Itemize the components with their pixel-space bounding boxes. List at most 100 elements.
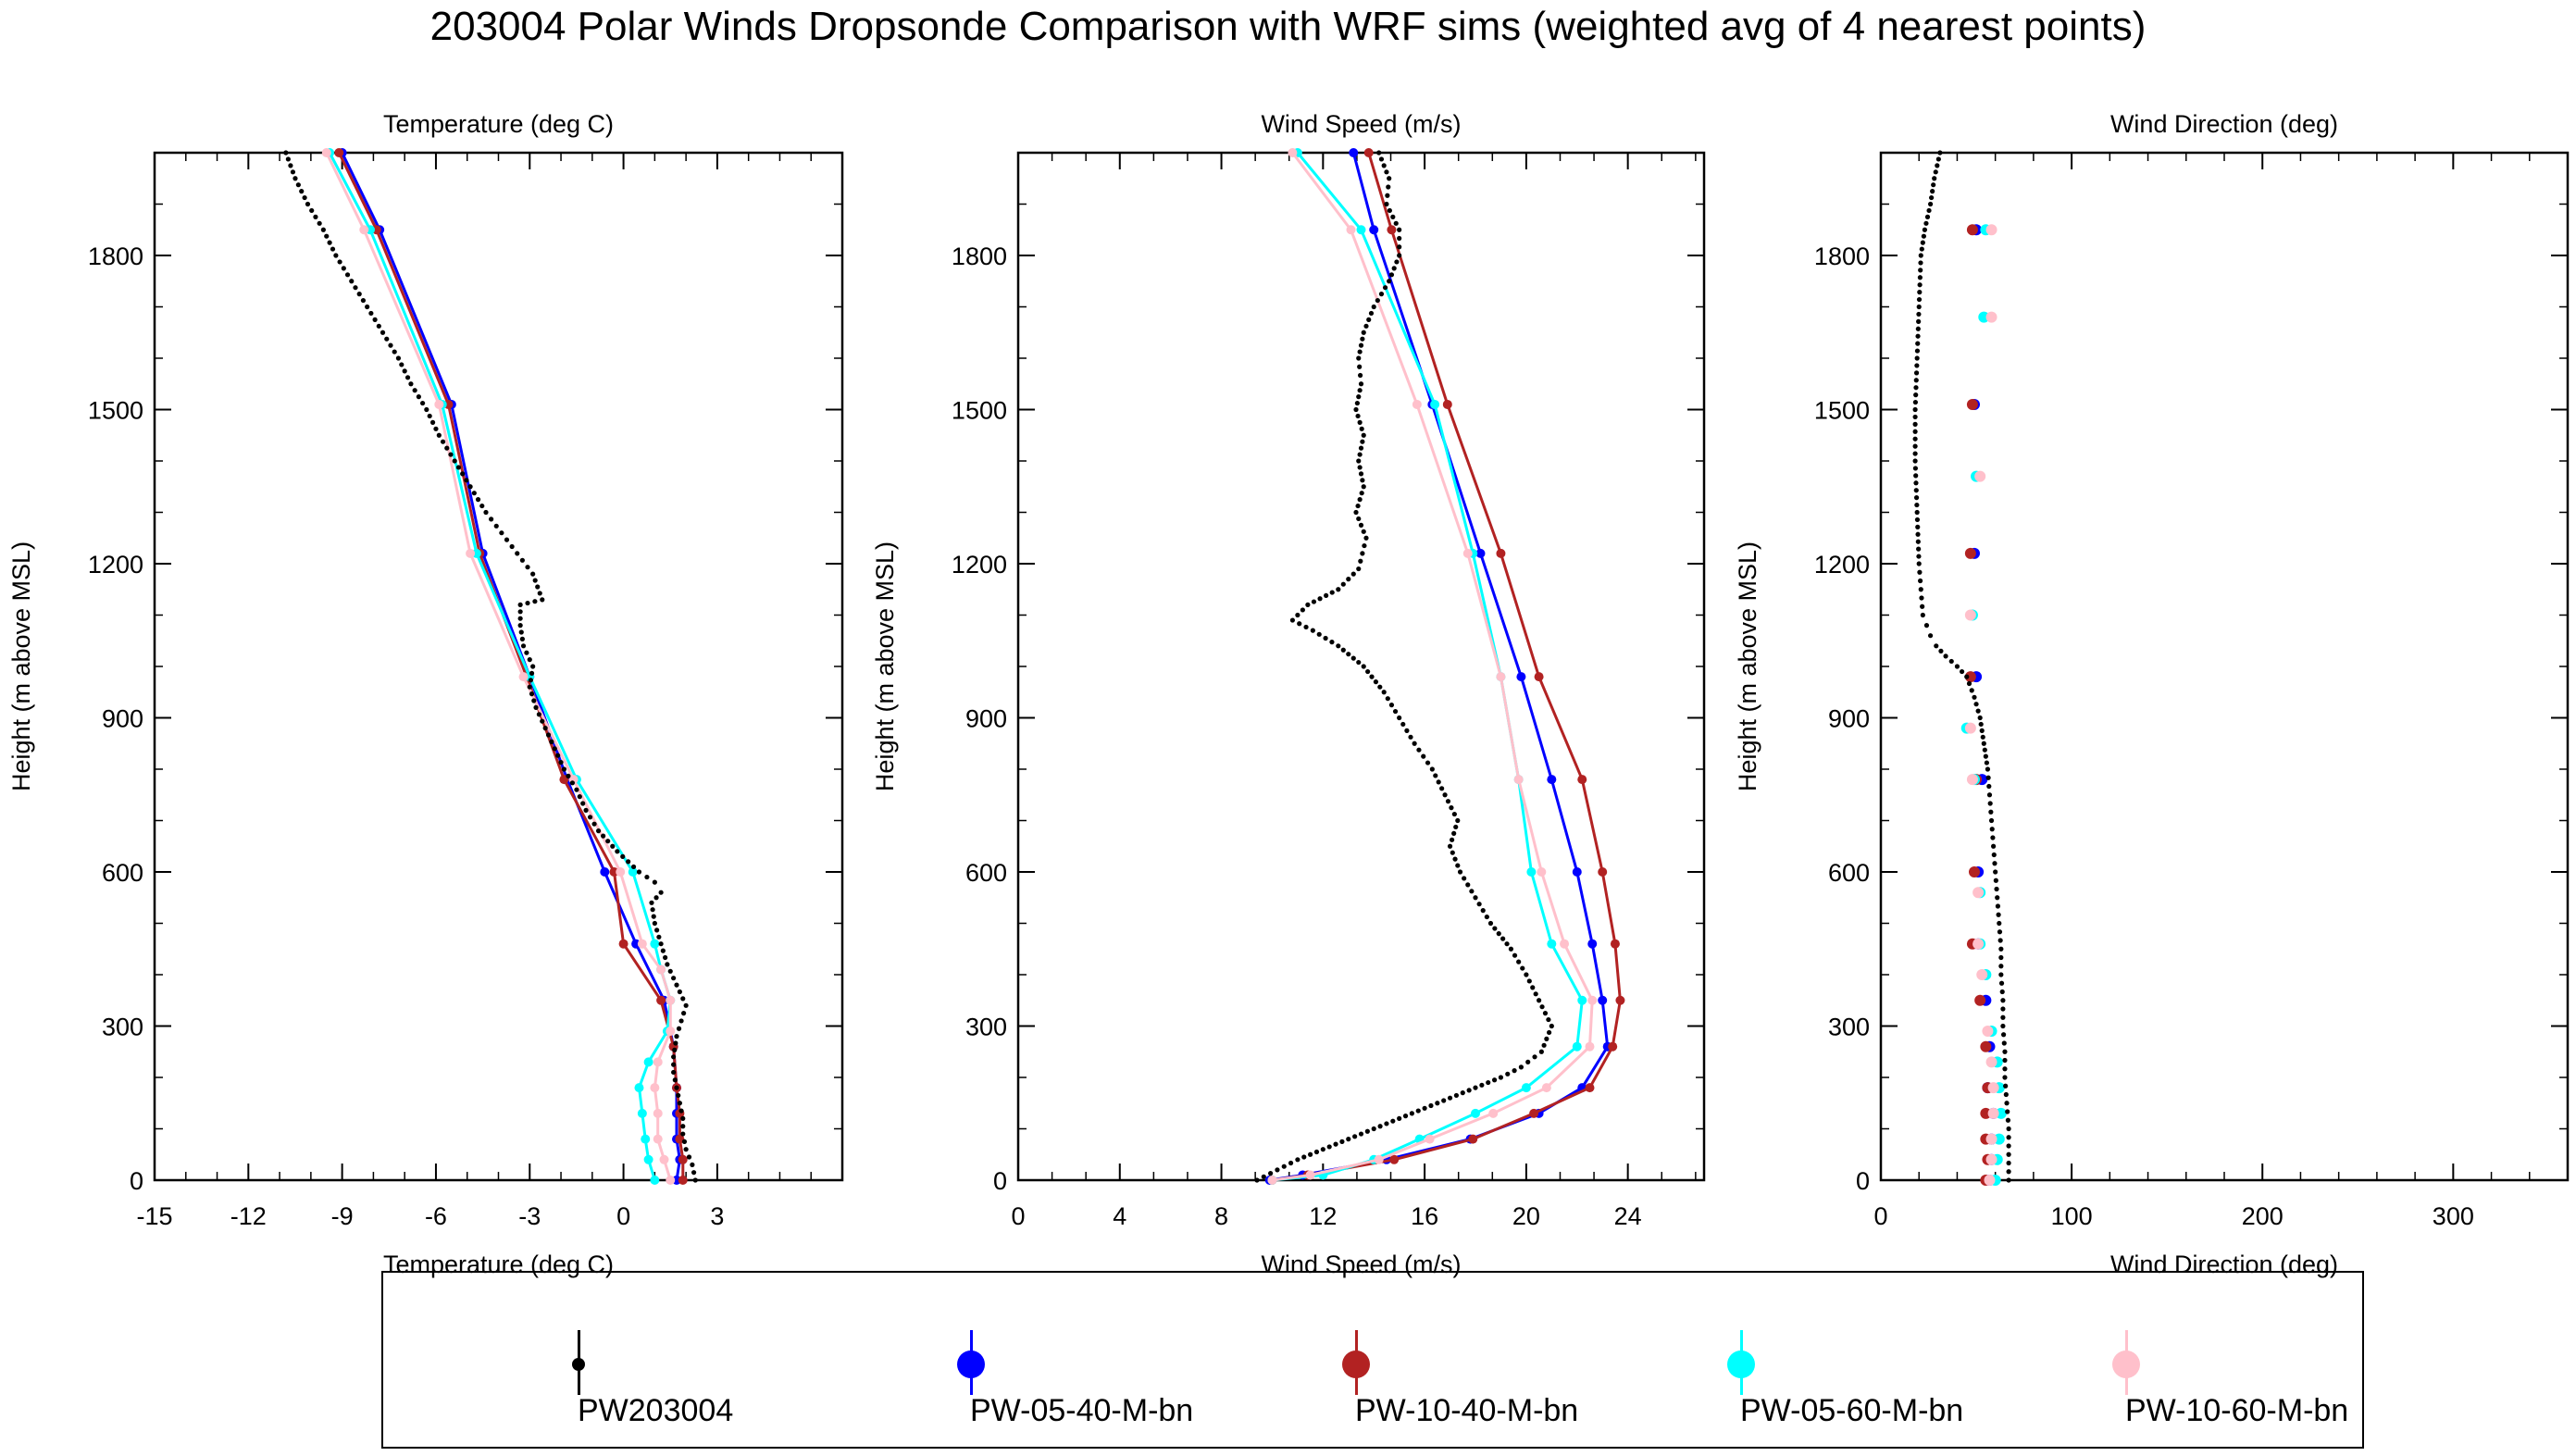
chart-3-observation-point [1916,318,1922,324]
chart-2-observation-point [1505,1071,1511,1076]
chart-3-observation-point [1964,674,1970,679]
chart-1-point-pw-10-60-m-bn [666,1027,676,1037]
chart-2-observation-point [1390,1118,1396,1124]
chart-3-point-pw-10-60-m-bn [1987,1107,1999,1119]
chart-2-observation-point [1360,478,1365,483]
chart-3-observation-point [1917,290,1923,295]
chart-1-y-tick-label: 900 [102,705,143,733]
chart-1-observation-point [499,530,504,536]
chart-2-observation-point [1392,708,1399,715]
chart-3-observation-point [2000,1006,2006,1012]
chart-2-point-pw-10-60-m-bn [1488,1108,1499,1118]
chart-3-observation-point [1998,954,2004,961]
chart-1-observation-point [540,718,545,724]
chart-2-x-tick-label: 24 [1614,1202,1642,1230]
chart-2-observation-point [1428,1102,1434,1109]
chart-1-observation-point [561,766,567,772]
chart-1-point-pw-10-40-m-bn [678,1154,688,1164]
chart-1-observation-point [690,1162,695,1167]
chart-2-observation-point [1323,635,1328,641]
chart-2-observation-point [1530,985,1536,990]
chart-1-observation-point [455,465,462,470]
chart-3-y-tick-label: 1500 [1814,397,1870,425]
chart-1-observation-point [341,266,346,271]
chart-2-y-tick-label: 1500 [952,397,1007,425]
chart-1-observation-point [292,176,298,181]
chart-2-observation-point [1346,577,1351,582]
chart-3-x-tick-label: 100 [2051,1202,2093,1230]
chart-2-observation-point [1473,895,1478,901]
chart-2-observation-point [1486,1079,1491,1086]
chart-2-observation-point [1357,419,1363,425]
chart-1-observation-point [509,543,515,550]
chart-1-observation-point [620,853,626,859]
chart-2-observation-point [1447,1095,1453,1101]
chart-2-observation-point [1356,458,1362,464]
chart-2-observation-point [1524,972,1529,977]
legend-label: PW-05-60-M-bn [1740,1393,1964,1428]
chart-1-observation-point [444,445,450,451]
chart-2-observation-point [1479,1082,1485,1088]
chart-2-point-pw-10-40-m-bn [1389,1154,1400,1164]
chart-1-x-tick-label: -3 [518,1202,541,1230]
legend-item-pw-10-40: PW-10-40-M-bn [1342,1273,1633,1449]
chart-1-observation-point [320,227,326,232]
chart-2-observation-point [1415,1108,1421,1114]
chart-2-point-pw-10-60-m-bn [1305,1170,1315,1180]
chart-1-observation-point [504,537,510,542]
chart-1-x-tick-label: -6 [425,1202,447,1230]
chart-1-point-pw-10-60-m-bn [659,1154,669,1164]
chart-1-point-pw-10-60-m-bn [637,939,647,949]
chart-2-observation-point [1357,388,1363,393]
chart-2-observation-point [1358,445,1364,451]
chart-1-observation-point [535,584,541,590]
chart-2-observation-point [1361,330,1366,335]
chart-2-observation-point [1346,1137,1351,1142]
chart-1-observation-point [402,368,407,374]
chart-2-observation-point [1355,413,1361,419]
chart-1-observation-point [412,388,417,393]
chart-2-observation-point [1387,279,1392,284]
chart-2-observation-point [1455,863,1461,868]
chart-1-y-tick-label: 1800 [88,243,143,270]
chart-2-observation-point [1520,965,1525,971]
chart-2-observation-point [1361,432,1366,438]
chart-2-observation-point [1358,558,1363,564]
chart-3-point-pw-10-40-m-bn [1968,866,1980,877]
chart-1-point-pw-10-60-m-bn [653,1057,663,1067]
chart-1-observation-point [656,934,662,940]
chart-3-observation-point [2006,1143,2011,1149]
chart-2-observation-point [1365,668,1371,675]
chart-3-observation-point [1913,480,1919,486]
chart-3-observation-point [1912,399,1918,405]
chart-3-point-pw-10-40-m-bn [1964,671,1976,683]
chart-1-y-axis-label: Height (m above MSL) [7,541,35,791]
chart-3-observation-point [1920,240,1925,245]
chart-3-y-tick-label: 600 [1828,859,1870,887]
chart-2-observation-point [1492,926,1498,931]
chart-2-observation-point [1358,342,1364,348]
chart-2-point-pw-10-60-m-bn [1462,548,1473,558]
chart-2-point-pw-05-40-m-bn [1587,939,1598,949]
chart-1-observation-point [518,629,524,635]
chart-2-point-pw-10-60-m-bn [1374,1154,1384,1164]
chart-3-point-pw-10-60-m-bn [1972,938,1985,950]
chart-1-observation-point [545,732,552,738]
chart-2-observation-point [1311,599,1317,604]
chart-1-observation-point [652,879,657,885]
chart-2-observation-point [1385,696,1390,702]
chart-1-point-pw-10-40-m-bn [656,995,666,1005]
chart-3-frame [1879,151,2570,1182]
chart-3-observation-point [1914,502,1920,508]
chart-1-observation-point [644,874,650,880]
chart-2-observation-point [1313,1149,1320,1155]
chart-3-observation-point [1914,509,1920,516]
chart-1-observation-point [380,330,386,335]
chart-3-observation-point [2006,1160,2011,1166]
chart-3-observation-point [1918,253,1923,258]
chart-2-point-pw-10-60-m-bn [1513,775,1524,785]
chart-2-point-pw-05-60-m-bn [1547,939,1557,949]
chart-1-point-pw-05-60-m-bn [637,1108,647,1118]
chart-3-observation-point [1912,458,1918,464]
chart-3-observation-point [1985,775,1991,780]
